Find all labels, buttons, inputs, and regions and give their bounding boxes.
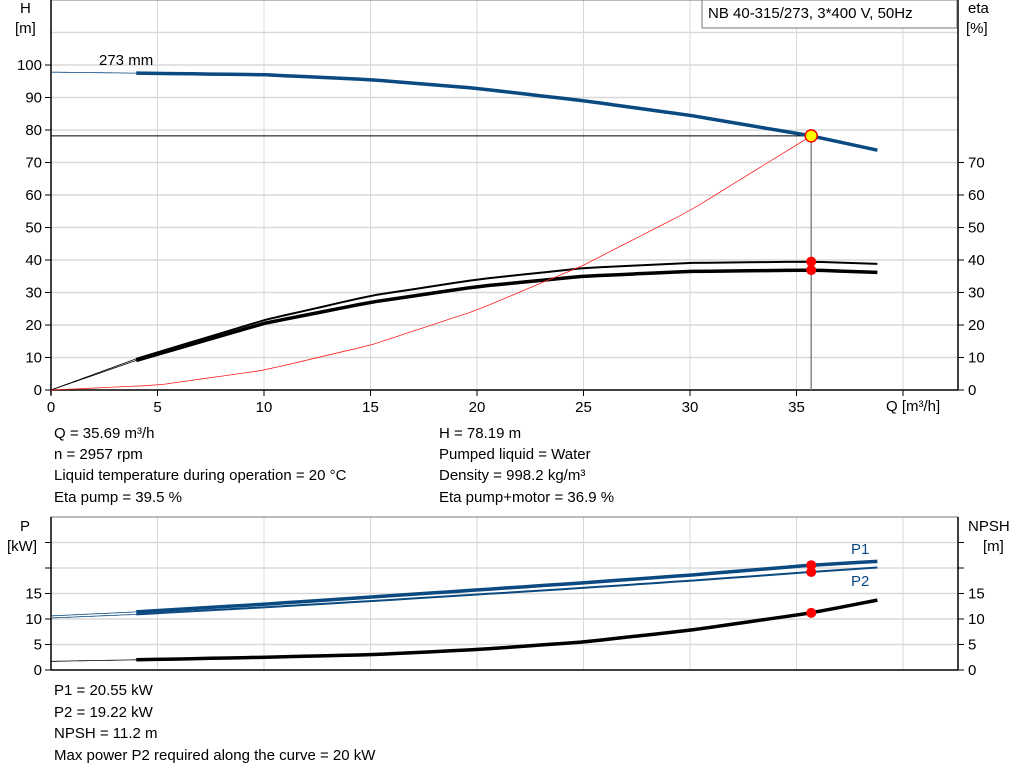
info-speed: n = 2957 rpm — [54, 446, 143, 463]
x-tick-label: 35 — [788, 399, 805, 416]
title-box — [701, 0, 958, 29]
chart-title: NB 40-315/273, 3*400 V, 50Hz — [708, 5, 913, 22]
y-tick-label: 80 — [25, 122, 42, 139]
x-tick-label: 25 — [575, 399, 592, 416]
eta-tick-label: 10 — [968, 350, 985, 367]
info-q: Q = 35.69 m³/h — [54, 425, 155, 442]
info-p2: P2 = 19.22 kW — [54, 704, 153, 721]
info-max-power: Max power P2 required along the curve = … — [54, 747, 376, 764]
y-tick-label: 0 — [34, 382, 42, 399]
system-curve — [50, 135, 812, 391]
npsh-tick-label: 15 — [968, 586, 985, 603]
y-tick-label: 100 — [17, 57, 42, 74]
p1-curve-extrapolated — [50, 611, 137, 617]
h-unit-label: [m] — [15, 20, 36, 37]
eta-tick-label: 20 — [968, 317, 985, 334]
y-tick-label: 60 — [25, 187, 42, 204]
x-tick-label: 30 — [682, 399, 699, 416]
H-curve — [136, 71, 878, 152]
p1-curve — [136, 559, 878, 614]
impeller-annotation: 273 mm — [99, 52, 154, 69]
npsh-tick-label: 10 — [968, 611, 985, 628]
npsh-tick-label: 5 — [968, 637, 976, 654]
p-axis-label: P — [20, 518, 31, 535]
y-tick-label: 90 — [25, 90, 42, 107]
eta-tick-label: 70 — [968, 155, 985, 172]
eta-unit-label: [%] — [966, 20, 988, 37]
p2-op-marker — [806, 566, 817, 577]
p2-series-label: P2 — [851, 573, 870, 590]
npsh-unit-label: [m] — [983, 538, 1004, 555]
x-tick-label: 15 — [362, 399, 379, 416]
eta-pump-motor-op-marker — [806, 265, 817, 276]
eta-axis-label: eta — [968, 0, 989, 17]
p2-curve — [136, 566, 878, 616]
npsh-curve — [136, 598, 878, 662]
npsh-op-marker — [806, 607, 817, 618]
x-tick-label: 10 — [256, 399, 273, 416]
eta-pump-curve — [135, 260, 878, 360]
operating-point-marker — [804, 129, 818, 143]
eta-tick-label: 50 — [968, 220, 985, 237]
eta-tick-label: 60 — [968, 187, 985, 204]
eta-pump-motor-curve — [135, 268, 878, 363]
p-tick-label: 15 — [25, 586, 42, 603]
eta-tick-label: 0 — [968, 382, 976, 399]
y-tick-label: 30 — [25, 285, 42, 302]
npsh-tick-label: 0 — [968, 662, 976, 679]
p1-series-label: P1 — [851, 541, 870, 558]
h-axis-label: H — [20, 0, 31, 17]
y-tick-label: 50 — [25, 220, 42, 237]
H-curve-extrapolated — [51, 71, 137, 74]
x-tick-label: 0 — [47, 399, 55, 416]
info-temp: Liquid temperature during operation = 20… — [54, 467, 347, 484]
info-eta-pump-motor: Eta pump+motor = 36.9 % — [439, 489, 615, 506]
y-tick-label: 20 — [25, 317, 42, 334]
x-axis-label: Q [m³/h] — [886, 398, 941, 415]
x-tick-label: 5 — [153, 399, 161, 416]
info-eta-pump: Eta pump = 39.5 % — [54, 489, 182, 506]
npsh-curve-extrapolated — [51, 659, 137, 662]
p-tick-label: 5 — [34, 637, 42, 654]
x-tick-label: 20 — [469, 399, 486, 416]
p-tick-label: 10 — [25, 611, 42, 628]
info-h: H = 78.19 m — [439, 425, 522, 442]
npsh-axis-label: NPSH — [968, 518, 1010, 535]
info-p1: P1 = 20.55 kW — [54, 682, 153, 699]
info-liquid: Pumped liquid = Water — [439, 446, 591, 463]
p2-curve-extrapolated — [50, 614, 137, 619]
info-density: Density = 998.2 kg/m³ — [439, 467, 586, 484]
eta-tick-label: 30 — [968, 285, 985, 302]
y-tick-label: 10 — [25, 350, 42, 367]
info-npsh: NPSH = 11.2 m — [54, 725, 158, 742]
y-tick-label: 70 — [25, 155, 42, 172]
y-tick-label: 40 — [25, 252, 42, 269]
eta-pump-motor-curve-extrapolated — [50, 360, 137, 391]
p-unit-label: [kW] — [7, 538, 37, 555]
eta-tick-label: 40 — [968, 252, 985, 269]
p-tick-label: 0 — [34, 662, 42, 679]
eta-pump-op-marker — [806, 256, 817, 267]
